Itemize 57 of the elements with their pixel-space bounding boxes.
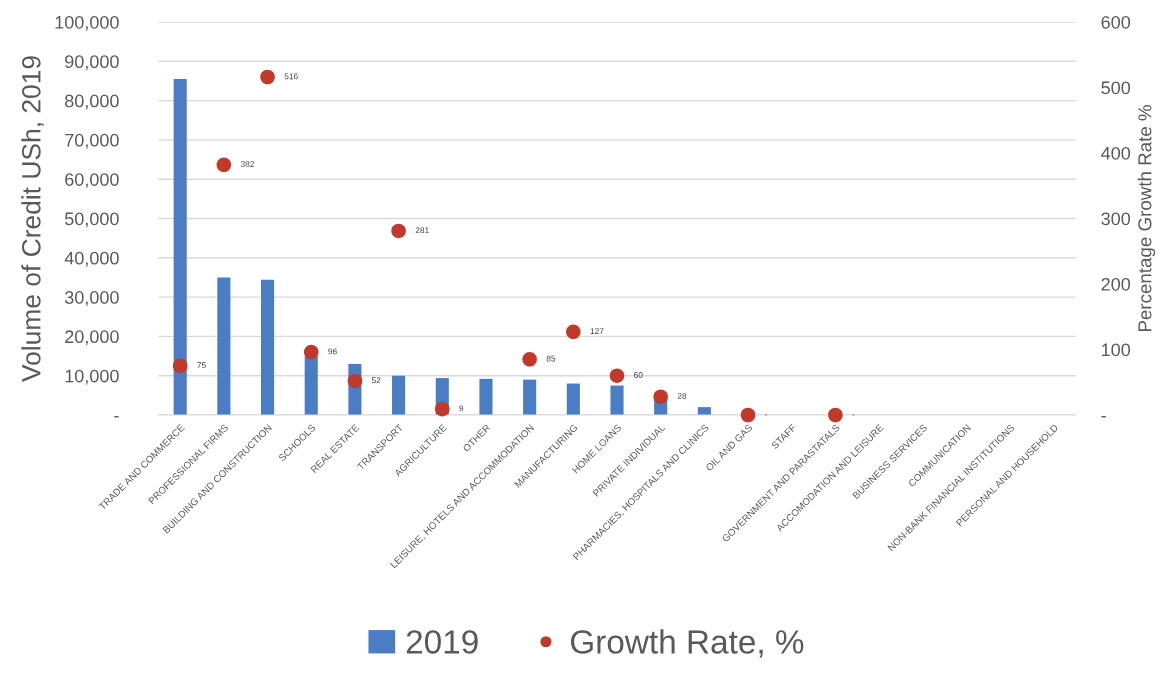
point: [740, 407, 756, 423]
y-tick-label: 60,000: [65, 173, 119, 189]
data-label: 127: [590, 328, 604, 334]
point: [434, 401, 450, 417]
y-tick-label: 30,000: [64, 291, 119, 306]
point: [391, 223, 406, 239]
data-label: 281: [415, 227, 429, 234]
point: [347, 373, 363, 389]
y-tick-label: 50,000: [64, 212, 119, 228]
y2-tick-label: 500: [1101, 81, 1131, 95]
y2-tick-label: 400: [1101, 146, 1131, 160]
y-tick-label: 90,000: [65, 55, 119, 71]
data-label: 28: [677, 393, 687, 399]
point: [653, 389, 668, 404]
point: [522, 352, 537, 367]
y2-tick-label: 300: [1101, 212, 1131, 226]
data-label: 382: [240, 161, 255, 168]
data-label: 75: [197, 362, 206, 369]
point: [303, 344, 319, 360]
legend-label: 2019: [406, 630, 478, 654]
bar: [610, 385, 624, 415]
point: [828, 407, 843, 423]
bar: [479, 378, 493, 415]
data-label: -: [852, 414, 855, 416]
data-label: 9: [459, 405, 464, 412]
point: [566, 324, 581, 340]
data-label: -: [765, 414, 768, 416]
point: [609, 368, 625, 383]
data-label: 60: [634, 372, 643, 378]
bar: [173, 78, 187, 415]
bar: [217, 277, 231, 415]
y-tick-label: 20,000: [65, 330, 119, 346]
data-label: 85: [546, 355, 556, 362]
y-tick-label: 70,000: [65, 133, 119, 149]
y-tick-label: 40,000: [64, 251, 119, 267]
y2-tick-label: 600: [1101, 15, 1131, 29]
bar: [523, 379, 537, 415]
y2-tick-label: 200: [1101, 277, 1131, 291]
y-tick-label: -: [114, 416, 119, 418]
y-tick-label: 100,000: [55, 15, 119, 31]
y2-tick-label: -: [1101, 416, 1106, 418]
data-label: 96: [328, 348, 337, 355]
y-axis-title: Volume of Credit USh, 2019: [21, 56, 44, 382]
data-label: 52: [371, 377, 381, 384]
y2-tick-label: 100: [1102, 343, 1131, 357]
y2-axis-title: Percentage Growth Rate %: [1137, 105, 1156, 332]
point: [216, 157, 232, 173]
data-label: 516: [284, 73, 298, 80]
y-tick-label: 10,000: [65, 369, 119, 385]
bar: [566, 383, 580, 415]
bar: [261, 279, 275, 415]
point: [260, 69, 275, 85]
y-tick-label: 80,000: [65, 94, 119, 110]
point: [172, 358, 188, 374]
bar: [304, 356, 318, 415]
bar: [392, 375, 406, 415]
legend-label: Growth Rate, %: [570, 629, 804, 658]
